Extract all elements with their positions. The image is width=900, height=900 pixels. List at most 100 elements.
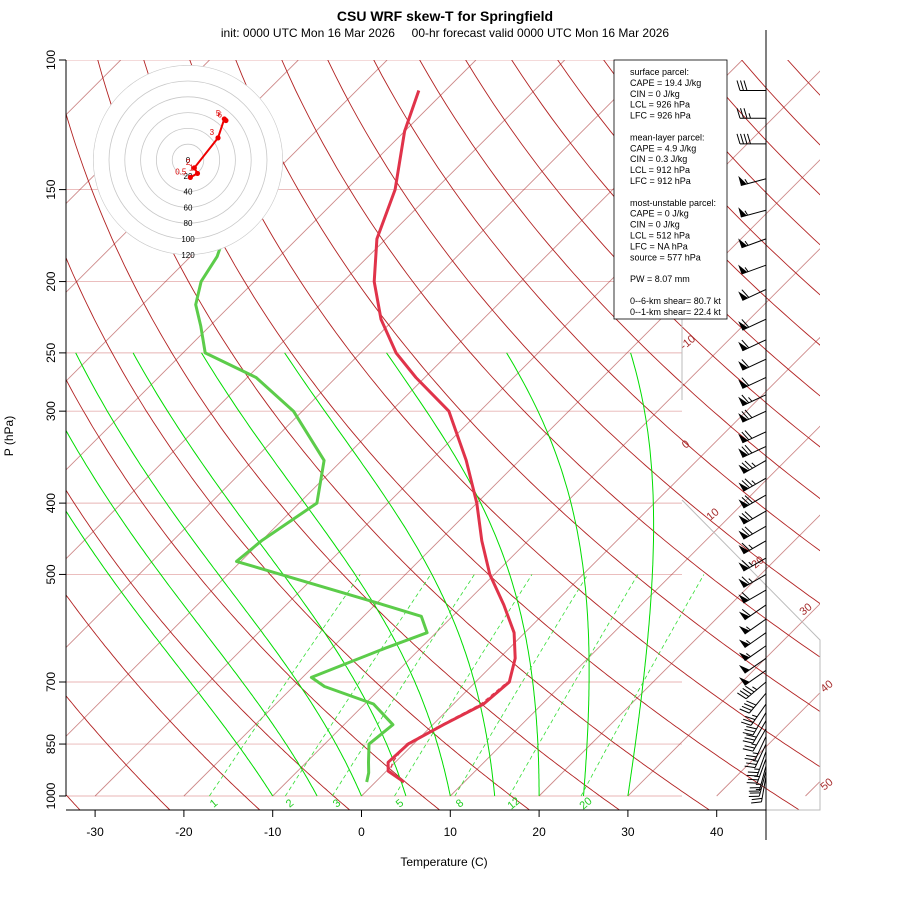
wind-barb [744, 743, 767, 769]
hodograph-ring-label: 120 [181, 251, 195, 260]
wind-barb-staff [741, 238, 767, 249]
wind-barb-flag [738, 639, 750, 648]
hodograph-point-label: 1 [189, 163, 194, 172]
x-tick-label: -30 [86, 825, 104, 839]
wind-barb [746, 751, 767, 777]
legend-line: mean-layer parcel: [630, 132, 705, 142]
wind-barb-flag [738, 611, 750, 620]
wind-barb-staff [741, 264, 767, 275]
wind-barb [738, 409, 767, 423]
dry-adiabat-line [373, 60, 820, 552]
isotherm-label: 30 [798, 601, 815, 618]
wind-barb-half-feather [748, 544, 753, 549]
wind-barb [738, 525, 767, 540]
wind-barb-flag [738, 665, 750, 674]
wind-barb [736, 108, 766, 119]
wind-barb-feather [741, 542, 750, 551]
wind-barb-feather [740, 108, 744, 119]
legend-line: CAPE = 4.9 J/kg [630, 143, 696, 153]
isotherm-label: 50 [819, 776, 836, 793]
wind-barb-staff [758, 765, 767, 792]
dry-adiabat-line [419, 60, 820, 500]
wind-barb [748, 765, 767, 792]
dry-adiabat-line [741, 60, 820, 146]
legend-line: surface parcel: [630, 67, 689, 77]
wind-barb [738, 358, 767, 371]
legend-line: LCL = 512 hPa [630, 231, 690, 241]
wind-barb-flag [738, 578, 749, 588]
wind-barb-feather [742, 688, 752, 695]
isotherm-label: 0 [680, 438, 692, 451]
hodograph-ring [93, 65, 283, 255]
wind-barb-staff [744, 618, 767, 635]
isotherm-line [538, 514, 820, 797]
wind-barb-half-feather [744, 178, 749, 184]
legend-line: LFC = 912 hPa [630, 176, 691, 186]
wind-barb-staff [752, 728, 767, 752]
legend-line: CIN = 0.3 J/kg [630, 154, 687, 164]
moist-adiabat-line [75, 352, 362, 797]
wind-barb-feather [739, 708, 750, 714]
wind-barb-half-feather [748, 578, 753, 583]
wind-barb [738, 645, 767, 662]
wind-barb [746, 758, 767, 784]
wind-barb [738, 377, 767, 389]
dry-adiabat-line [66, 489, 351, 810]
wind-barb-feather [746, 762, 757, 765]
wind-barb-feather [744, 409, 753, 419]
moist-adiabat-line [66, 429, 318, 797]
wind-barb-half-feather [748, 397, 753, 402]
wind-barb-feather [741, 512, 750, 521]
x-tick-label: 10 [444, 825, 458, 839]
wind-barb [737, 681, 767, 700]
wind-barb [738, 444, 767, 458]
wind-barb-half-feather [748, 561, 753, 567]
wind-barb-staff [756, 758, 767, 784]
wind-barb-flag [738, 321, 748, 331]
y-tick-label: 500 [44, 564, 58, 584]
isotherm-line [66, 60, 477, 471]
wind-barb-flag [738, 396, 748, 406]
wind-barbs [736, 80, 767, 804]
wind-barb-flag [738, 448, 748, 458]
hodograph-point [187, 174, 193, 180]
hodograph-background [93, 65, 283, 255]
wind-barb-staff [744, 604, 767, 621]
wind-barb [738, 460, 767, 474]
wind-barb-flag [738, 464, 749, 474]
legend-box [613, 59, 728, 320]
hodograph-point [223, 117, 229, 124]
hodograph-point-label: 3 [210, 128, 215, 137]
isotherm-line [272, 248, 820, 797]
wind-barb-feather [741, 377, 750, 386]
isotherm-line [66, 60, 566, 560]
wind-barb-half-feather [744, 210, 749, 216]
wind-barb-feather [736, 133, 741, 145]
y-tick-label: 250 [44, 343, 58, 363]
wind-barb-staff [754, 743, 767, 768]
wind-barb-feather [741, 528, 750, 537]
wind-barb-staff [758, 770, 767, 797]
dry-adiabat-line [281, 60, 820, 658]
wind-barb-half-feather [746, 639, 751, 645]
wind-barb-feather [744, 511, 753, 520]
mixing-ratio-line [580, 574, 705, 797]
hodograph-point-label: 6 [217, 111, 222, 120]
dry-adiabat-line [465, 60, 820, 448]
wind-barb-flag [738, 545, 749, 554]
legend-line: CIN = 0 J/kg [630, 220, 680, 230]
dry-adiabat-line [97, 60, 711, 810]
legend-line: CAPE = 0 J/kg [630, 209, 689, 219]
wind-barb-feather [741, 592, 750, 600]
dry-adiabat-line [819, 44, 900, 812]
wind-barb [742, 728, 767, 752]
temperature-profile-line [372, 90, 517, 784]
wind-barb-staff [752, 712, 767, 736]
wind-barb [738, 632, 767, 649]
legend-line: LFC = 926 hPa [630, 111, 691, 121]
y-tick-label: 200 [44, 271, 58, 291]
isotherm-line [449, 425, 820, 797]
mixing-ratio-line [508, 574, 639, 797]
wind-barb [738, 318, 767, 331]
wind-barb-flag [738, 652, 750, 661]
